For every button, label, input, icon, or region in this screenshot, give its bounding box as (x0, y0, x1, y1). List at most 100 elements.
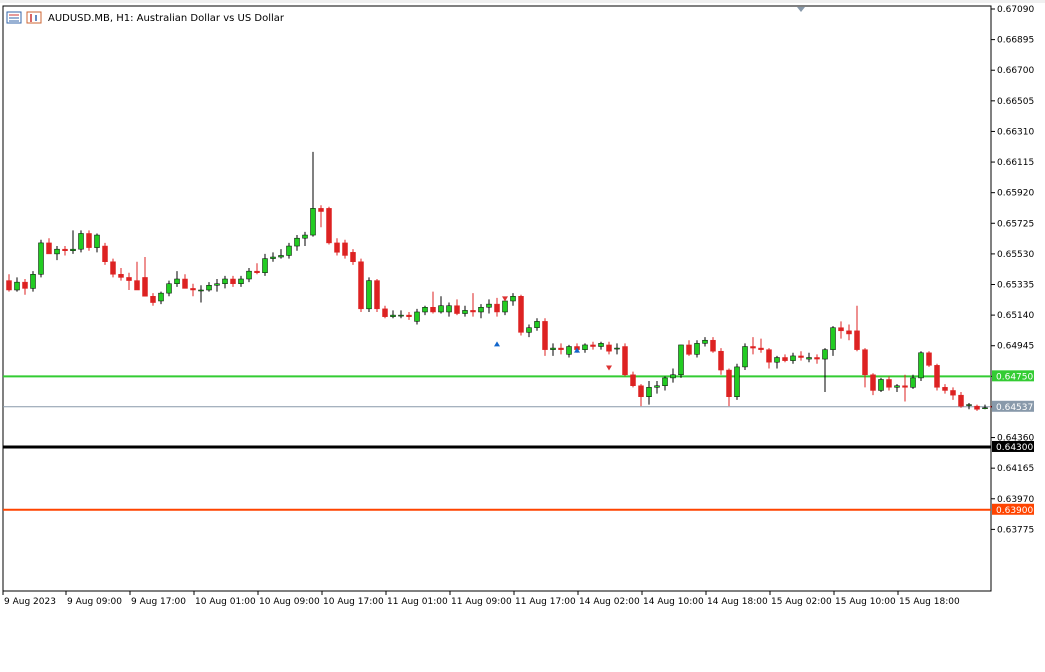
candle-body (150, 296, 156, 303)
chart-title: AUDUSD.MB, H1: Australian Dollar vs US D… (6, 11, 285, 24)
candle-body (206, 285, 212, 291)
candle-body (78, 233, 84, 250)
chart-title-text: AUDUSD.MB, H1: Australian Dollar vs US D… (48, 13, 285, 24)
candle-body (886, 379, 892, 388)
candle-body (310, 208, 316, 236)
candle-body (94, 234, 100, 248)
x-tick-label: 10 Aug 09:00 (259, 597, 320, 607)
y-tick-label: 0.63970 (997, 495, 1034, 505)
y-tick-label: 0.63775 (997, 525, 1034, 535)
candle-body (814, 357, 820, 360)
candle-body (54, 248, 60, 255)
sell-arrow-icon[interactable] (502, 296, 508, 302)
candle-body (62, 248, 68, 251)
candle-body (838, 327, 844, 332)
y-tick-label: 0.64165 (997, 464, 1034, 474)
candles-layer (6, 151, 996, 411)
candle-body (390, 314, 396, 317)
candle-body (118, 274, 124, 278)
candle-body (214, 283, 220, 286)
candle-body (46, 242, 52, 255)
candle-body (934, 365, 940, 388)
level-price-label: 0.63900 (996, 506, 1033, 516)
candle-body (446, 305, 452, 313)
candle-body (494, 303, 500, 313)
symbol-list-icon[interactable] (6, 11, 22, 24)
candle-body (430, 307, 436, 313)
chart-window-icon[interactable] (26, 11, 42, 24)
candle-body (918, 352, 924, 379)
candle-body (734, 366, 740, 397)
sell-arrow-icon[interactable] (606, 365, 612, 371)
candle-body (630, 374, 636, 387)
candle-body (526, 327, 532, 333)
candle-body (190, 288, 196, 291)
candle-body (198, 289, 204, 292)
candle-body (102, 245, 108, 262)
candle-body (654, 385, 660, 388)
candle-body (38, 242, 44, 275)
y-tick-label: 0.65530 (997, 250, 1034, 260)
candle-body (462, 310, 468, 314)
trade-marks-layer (494, 296, 612, 371)
x-tick-label: 9 Aug 2023 (4, 597, 56, 607)
x-tick-label: 15 Aug 02:00 (771, 597, 832, 607)
candle-body (542, 321, 548, 350)
candle-body (974, 405, 980, 410)
y-tick-label: 0.65725 (997, 219, 1034, 229)
x-tick-label: 11 Aug 09:00 (451, 597, 512, 607)
buy-arrow-icon[interactable] (494, 341, 500, 347)
candle-body (590, 344, 596, 347)
candle-body (166, 283, 172, 294)
candle-body (830, 327, 836, 350)
candle-body (710, 339, 716, 352)
candle-body (342, 242, 348, 256)
candle-body (286, 245, 292, 256)
candle-body (182, 278, 188, 289)
candle-body (398, 314, 404, 317)
candle-body (806, 357, 812, 360)
y-tick-label: 0.65920 (997, 189, 1034, 199)
candle-body (334, 242, 340, 253)
candle-body (742, 346, 748, 368)
candle-body (678, 344, 684, 376)
candle-body (758, 347, 764, 350)
candle-body (702, 339, 708, 344)
candle-body (478, 307, 484, 313)
candle-body (598, 343, 604, 347)
candle-body (846, 330, 852, 335)
candle-body (326, 208, 332, 244)
candle-body (502, 300, 508, 313)
candle-body (638, 385, 644, 397)
shift-marker-icon[interactable] (797, 7, 805, 12)
candle-body (486, 303, 492, 308)
candle-body (686, 344, 692, 355)
x-axis: 9 Aug 2023 9 Aug 09:00 9 Aug 17:00 10 Aug 0… (2, 591, 960, 607)
candle-body (454, 305, 460, 314)
buy-arrow-icon[interactable] (574, 347, 580, 353)
candle-body (110, 261, 116, 275)
candle-body (958, 394, 964, 407)
candle-body (14, 281, 20, 291)
candle-body (518, 296, 524, 333)
candle-body (422, 307, 428, 313)
y-tick-label: 0.66895 (997, 36, 1034, 46)
x-tick-label: 10 Aug 17:00 (323, 597, 384, 607)
bid-price-label: 0.64537 (996, 403, 1033, 413)
candle-body (278, 255, 284, 258)
candle-body (862, 349, 868, 376)
y-tick-label: 0.65335 (997, 281, 1034, 291)
y-tick-label: 0.65140 (997, 311, 1034, 321)
candle-body (30, 274, 36, 289)
x-tick-label: 14 Aug 18:00 (707, 597, 768, 607)
candle-body (358, 261, 364, 310)
candle-body (302, 234, 308, 239)
candle-body (174, 278, 180, 284)
candle-body (6, 280, 12, 291)
x-tick-label: 9 Aug 09:00 (67, 597, 122, 607)
candle-body (374, 280, 380, 310)
level-price-label: 0.64750 (996, 372, 1033, 382)
candle-body (950, 390, 956, 396)
candle-body (782, 357, 788, 361)
